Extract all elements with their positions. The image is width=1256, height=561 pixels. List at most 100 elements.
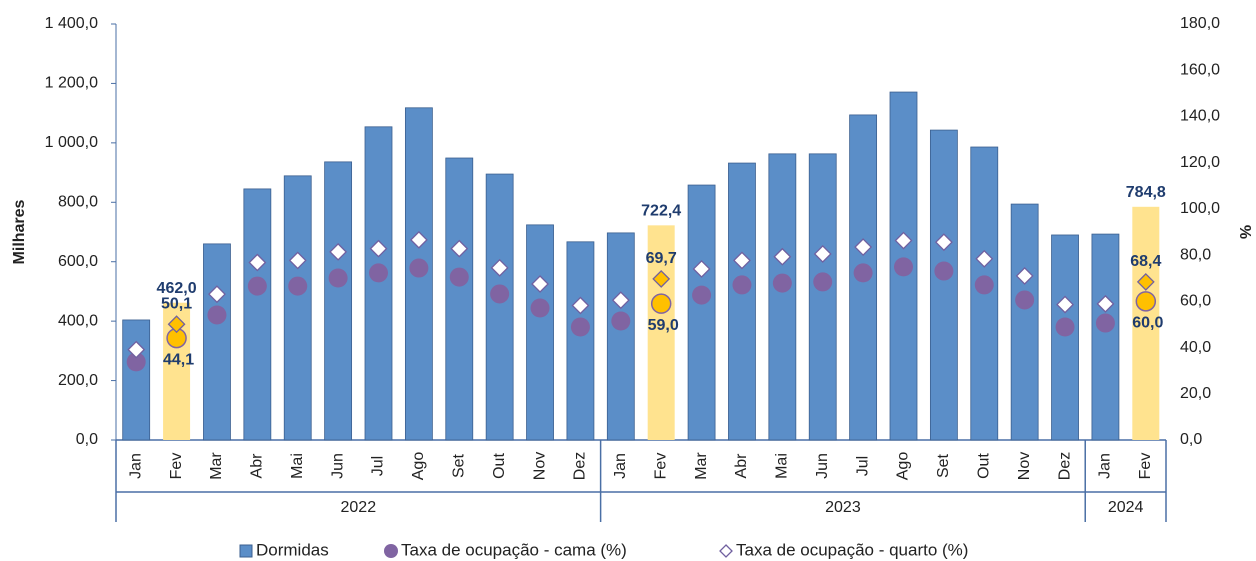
- bar: [203, 243, 231, 441]
- x-tick-label: Dez: [572, 452, 589, 480]
- point-cama: [732, 275, 752, 295]
- group-label: 2022: [341, 499, 377, 516]
- x-tick-label: Mar: [208, 452, 225, 480]
- bar: [283, 175, 312, 441]
- y-tick-label: 1 000,0: [45, 134, 98, 151]
- x-tick-label: Mar: [693, 452, 710, 480]
- bar: [1132, 206, 1160, 440]
- point-quarto: [611, 291, 630, 310]
- y2-tick-label: 180,0: [1180, 15, 1220, 32]
- x-tick-label: Mai: [289, 453, 306, 479]
- point-quarto: [934, 233, 953, 252]
- x-tick-label: Out: [975, 453, 992, 479]
- point-quarto: [167, 315, 186, 334]
- x-tick-label: Jun: [329, 453, 346, 479]
- y-axis-title: Milhares: [11, 199, 28, 264]
- x-tick-label: Nov: [1016, 452, 1033, 480]
- data-label: 68,4: [1130, 253, 1161, 270]
- data-label: 50,1: [161, 295, 192, 312]
- point-cama: [570, 317, 590, 337]
- point-quarto: [1056, 295, 1074, 314]
- point-quarto: [127, 340, 146, 359]
- y2-tick-label: 120,0: [1180, 154, 1220, 171]
- point-quarto: [571, 296, 590, 315]
- point-quarto: [854, 238, 873, 256]
- x-tick-label: Jan: [127, 453, 144, 479]
- point-cama: [974, 275, 994, 295]
- x-tick-label: Fev: [168, 453, 185, 480]
- bar: [1010, 203, 1039, 441]
- point-cama: [611, 311, 631, 331]
- y-tick-label: 400,0: [58, 312, 98, 329]
- x-tick-label: Jan: [612, 453, 629, 479]
- legend-label: Taxa de ocupação - cama (%): [401, 540, 627, 559]
- point-cama: [1135, 291, 1157, 312]
- point-cama: [247, 276, 267, 296]
- bar: [606, 232, 635, 441]
- x-tick-label: Abr: [733, 453, 750, 479]
- bar: [485, 173, 514, 441]
- x-tick-label: Mai: [774, 453, 791, 479]
- point-cama: [530, 298, 550, 318]
- point-quarto: [1136, 273, 1155, 291]
- x-tick-label: Jan: [1097, 453, 1114, 479]
- bar: [243, 188, 272, 441]
- point-cama: [894, 257, 913, 277]
- point-quarto: [975, 249, 994, 268]
- point-quarto: [208, 285, 226, 304]
- point-cama: [207, 305, 227, 325]
- legend-label: Taxa de ocupação - quarto (%): [736, 540, 968, 559]
- point-quarto: [369, 239, 388, 258]
- point-cama: [288, 276, 308, 296]
- x-tick-label: Ago: [410, 452, 427, 481]
- point-quarto: [894, 231, 913, 250]
- x-tick-label: Nov: [531, 452, 548, 480]
- point-cama: [813, 272, 833, 292]
- y2-tick-label: 160,0: [1180, 61, 1220, 78]
- x-tick-label: Set: [450, 453, 467, 478]
- bar: [324, 161, 353, 441]
- bar: [768, 153, 797, 441]
- data-label: 60,0: [1132, 315, 1163, 332]
- x-tick-label: Jul: [370, 456, 387, 476]
- x-tick-label: Out: [491, 453, 508, 479]
- y2-tick-label: 40,0: [1180, 339, 1211, 356]
- data-label: 59,0: [648, 317, 679, 334]
- point-quarto: [652, 269, 671, 288]
- x-tick-label: Fev: [1137, 453, 1154, 480]
- point-cama: [409, 258, 429, 278]
- point-cama: [1095, 313, 1115, 333]
- y2-tick-label: 100,0: [1180, 200, 1220, 217]
- legend-swatch: [719, 544, 733, 558]
- bar: [566, 241, 595, 441]
- x-tick-label: Abr: [249, 453, 266, 479]
- bar: [647, 225, 675, 440]
- group-label: 2024: [1108, 499, 1144, 516]
- legend-swatch: [384, 544, 398, 558]
- group-label: 2023: [825, 499, 861, 516]
- x-tick-label: Fev: [652, 453, 669, 480]
- bar: [122, 319, 151, 441]
- y-tick-label: 0,0: [76, 431, 98, 448]
- point-cama: [490, 284, 510, 304]
- y2-tick-label: 140,0: [1180, 108, 1220, 125]
- point-quarto: [813, 245, 832, 263]
- point-cama: [692, 285, 712, 305]
- point-cama: [650, 293, 672, 314]
- point-quarto: [692, 260, 711, 278]
- data-label: 784,8: [1126, 184, 1166, 201]
- data-label: 462,0: [157, 280, 197, 297]
- point-cama: [772, 273, 792, 293]
- point-quarto: [1096, 294, 1115, 313]
- point-cama: [126, 352, 146, 372]
- y-tick-label: 1 200,0: [45, 75, 98, 92]
- point-quarto: [248, 253, 267, 272]
- point-quarto: [733, 251, 751, 270]
- x-tick-label: Set: [935, 453, 952, 478]
- bar: [1091, 233, 1120, 441]
- data-label: 44,1: [163, 351, 194, 368]
- point-cama: [853, 263, 873, 283]
- data-label: 722,4: [641, 203, 681, 220]
- y2-axis-title: %: [1236, 225, 1253, 239]
- legend-label: Dormidas: [256, 540, 329, 559]
